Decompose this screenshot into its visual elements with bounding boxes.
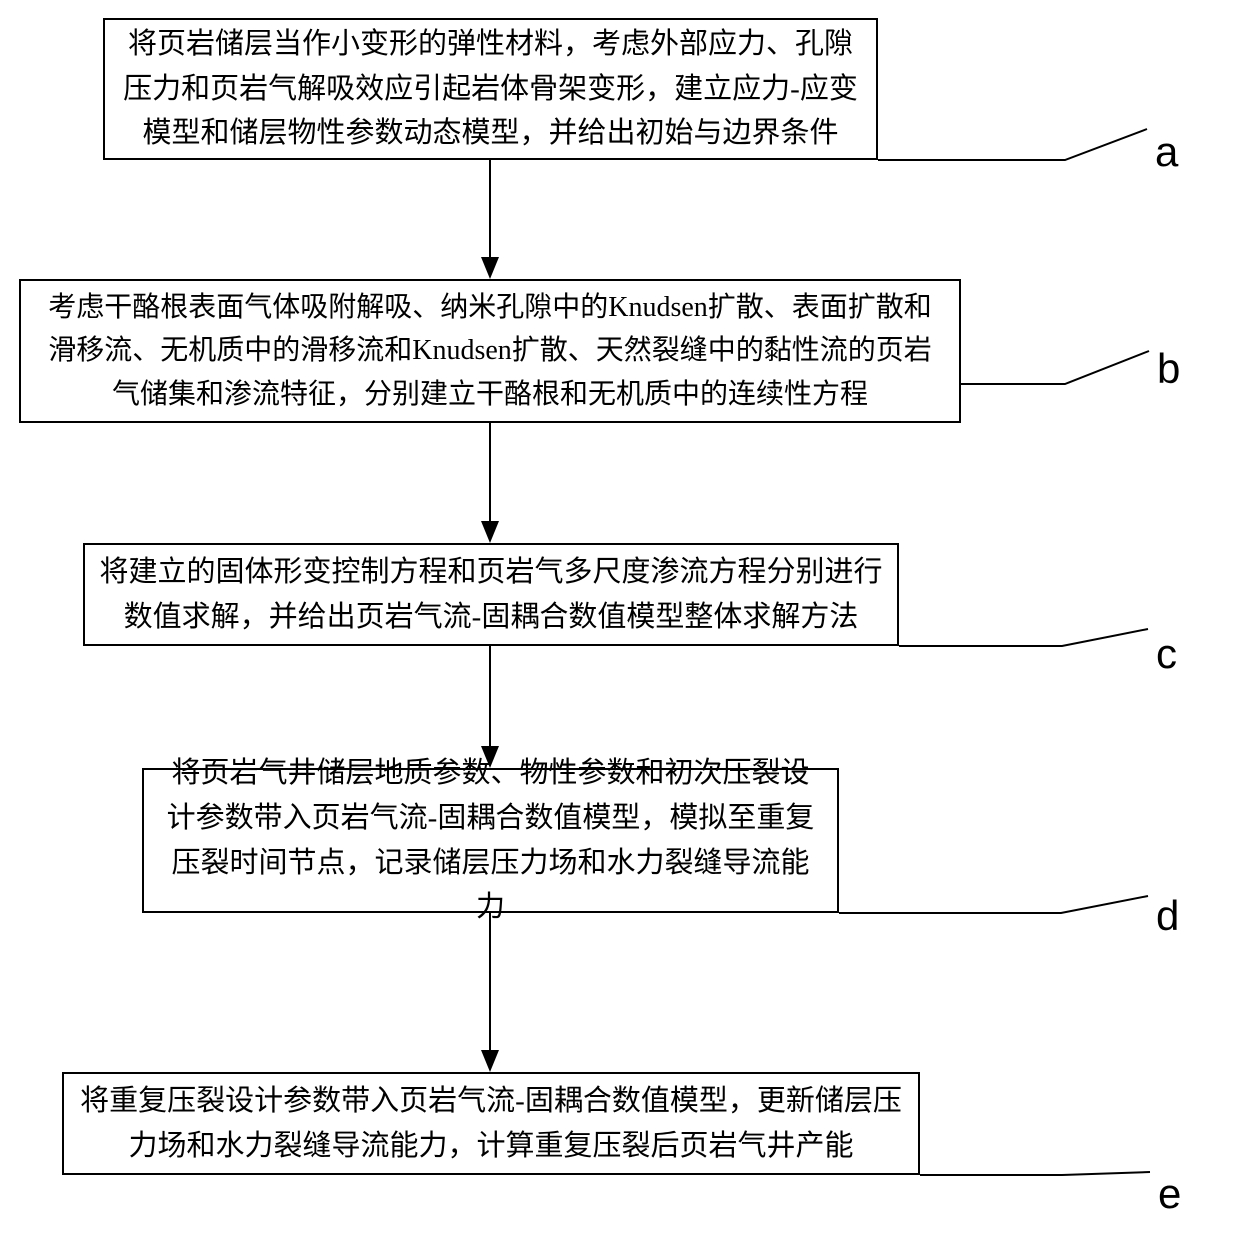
arrow-head-0: [481, 257, 499, 279]
node-e: 将重复压裂设计参数带入页岩气流-固耦合数值模型，更新储层压力场和水力裂缝导流能力…: [62, 1072, 920, 1175]
arrow-head-3: [481, 1050, 499, 1072]
node-d: 将页岩气井储层地质参数、物性参数和初次压裂设计参数带入页岩气流-固耦合数值模型，…: [142, 768, 839, 913]
label-d-text: d: [1156, 892, 1179, 939]
leader-line-3: [839, 896, 1148, 913]
leader-line-4: [920, 1172, 1150, 1175]
arrow-head-1: [481, 521, 499, 543]
leader-line-2: [899, 629, 1148, 646]
node-b-text: 考虑干酪根表面气体吸附解吸、纳米孔隙中的Knudsen扩散、表面扩散和滑移流、无…: [35, 286, 945, 416]
node-e-text: 将重复压裂设计参数带入页岩气流-固耦合数值模型，更新储层压力场和水力裂缝导流能力…: [78, 1079, 904, 1169]
node-c-text: 将建立的固体形变控制方程和页岩气多尺度渗流方程分别进行数值求解，并给出页岩气流-…: [99, 550, 883, 640]
node-b: 考虑干酪根表面气体吸附解吸、纳米孔隙中的Knudsen扩散、表面扩散和滑移流、无…: [19, 279, 961, 423]
label-d: d: [1156, 892, 1179, 940]
label-c-text: c: [1156, 630, 1177, 677]
flowchart-canvas: 将页岩储层当作小变形的弹性材料，考虑外部应力、孔隙压力和页岩气解吸效应引起岩体骨…: [0, 0, 1240, 1237]
label-b: b: [1157, 345, 1180, 393]
label-a-text: a: [1155, 128, 1178, 175]
label-b-text: b: [1157, 345, 1180, 392]
node-a: 将页岩储层当作小变形的弹性材料，考虑外部应力、孔隙压力和页岩气解吸效应引起岩体骨…: [103, 18, 878, 160]
node-a-text: 将页岩储层当作小变形的弹性材料，考虑外部应力、孔隙压力和页岩气解吸效应引起岩体骨…: [119, 22, 862, 157]
label-e-text: e: [1158, 1170, 1181, 1217]
node-c: 将建立的固体形变控制方程和页岩气多尺度渗流方程分别进行数值求解，并给出页岩气流-…: [83, 543, 899, 646]
label-a: a: [1155, 128, 1178, 176]
label-c: c: [1156, 630, 1177, 678]
node-d-text: 将页岩气井储层地质参数、物性参数和初次压裂设计参数带入页岩气流-固耦合数值模型，…: [158, 751, 823, 931]
leader-line-1: [961, 351, 1149, 384]
leader-line-0: [878, 129, 1147, 160]
label-e: e: [1158, 1170, 1181, 1218]
